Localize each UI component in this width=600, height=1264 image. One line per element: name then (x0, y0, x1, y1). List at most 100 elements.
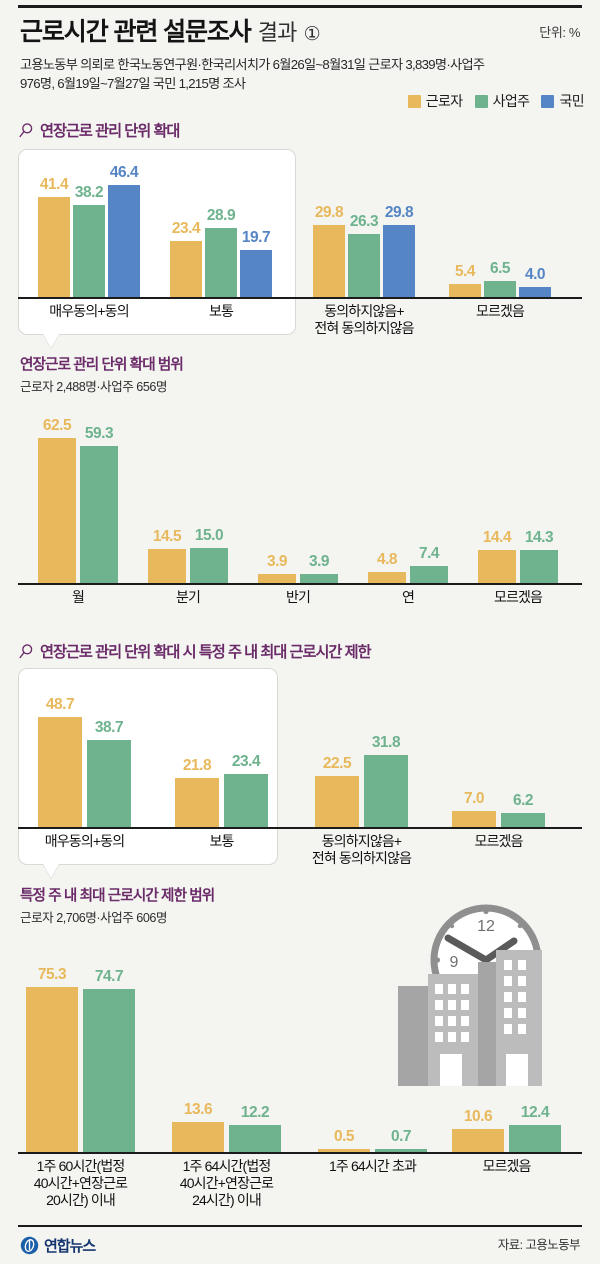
chart-axis (18, 1152, 582, 1154)
value-label: 19.7 (241, 228, 271, 246)
section-heading-2: 연장근로 관리 단위 확대 범위 근로자 2,488명·사업주 656명 (20, 353, 184, 395)
chart-axis (18, 297, 582, 299)
value-label: 10.6 (463, 1107, 493, 1125)
legend-swatch-worker (407, 94, 421, 108)
legend-label-public: 국민 (559, 93, 584, 109)
chart-axis (18, 827, 582, 829)
category-label: 연 (401, 589, 415, 605)
value-label: 12.4 (520, 1103, 550, 1121)
legend-label-worker: 근로자 (425, 93, 463, 109)
value-label: 3.9 (266, 552, 288, 570)
footer-divider (18, 1225, 582, 1227)
value-label: 75.3 (37, 966, 67, 984)
unit-label: 단위: % (539, 25, 580, 40)
section-heading-3: 연장근로 관리 단위 확대 시 특정 주 내 최대 근로시간 제한 (18, 640, 372, 662)
section-title-1: 연장근로 관리 단위 확대 (40, 123, 180, 140)
page-title: 근로시간 관련 설문조사 결과 ① (20, 12, 580, 48)
value-label: 23.4 (231, 753, 261, 771)
bar-근로자-0 (38, 197, 70, 297)
section-title-2: 연장근로 관리 단위 확대 범위 (20, 357, 184, 373)
title-index-circle: ① (303, 24, 321, 45)
bar-사업주-2 (348, 233, 380, 297)
bar-사업주-1 (190, 548, 228, 583)
bar-근로자-3 (368, 571, 406, 583)
chart-4: 75.3 74.7 1주 60시간(법정 40시간+연장근로 20시간) 이내 13.6 1… (0, 930, 600, 1215)
bar-국민-1 (240, 249, 272, 297)
bar-사업주-1 (229, 1125, 281, 1152)
category-label: 1주 64시간 초과 (328, 1158, 417, 1174)
value-label: 0.5 (333, 1128, 355, 1145)
category-label: 1주 60시간(법정 40시간+연장근로 20시간) 이내 (33, 1158, 128, 1208)
value-label: 6.5 (489, 260, 511, 278)
bar-국민-2 (383, 225, 415, 297)
legend-item-employer: 사업주 (474, 91, 530, 111)
value-label: 23.4 (171, 219, 201, 237)
bar-사업주-1 (224, 774, 268, 827)
category-label: 1주 64시간(법정 40시간+연장근로 24시간) 이내 (179, 1158, 274, 1208)
bar-사업주-0 (80, 445, 118, 583)
category-label: 모르겠음 (493, 589, 543, 605)
callout-tail-3 (43, 864, 59, 878)
section-heading-1: 연장근로 관리 단위 확대 (18, 119, 180, 141)
section-heading-4: 특정 주 내 최대 근로시간 제한 범위 근로자 2,706명·사업주 606명 (20, 884, 215, 926)
value-label: 6.2 (512, 791, 534, 809)
value-label: 14.3 (524, 528, 554, 546)
bar-근로자-2 (315, 776, 359, 827)
chart-1: 41.4 38.2 46.4 매우동의+동의 23.4 28.9 19.7 보통 29.8 26.… (0, 149, 600, 349)
bar-근로자-1 (170, 240, 202, 297)
legend-swatch-public (541, 94, 555, 108)
bar-사업주-0 (83, 988, 135, 1152)
value-label: 4.0 (524, 266, 546, 284)
value-label: 48.7 (45, 695, 75, 713)
brand-logo: 연합뉴스 (20, 1235, 96, 1256)
value-label: 38.2 (74, 184, 104, 202)
value-label: 46.4 (109, 164, 139, 182)
bar-근로자-3 (452, 811, 496, 827)
top-divider (18, 5, 582, 8)
bar-근로자-2 (318, 1149, 370, 1152)
legend-label-employer: 사업주 (492, 93, 530, 109)
survey-description: 고용노동부 의뢰로 한국노동연구원·한국리서치가 6월26일~8월31일 근로자… (20, 57, 485, 91)
bar-사업주-3 (484, 281, 516, 297)
title-main: 근로시간 관련 설문조사 (20, 18, 252, 46)
bar-근로자-3 (449, 284, 481, 297)
header: 근로시간 관련 설문조사 결과 ① 단위: % 고용노동부 의뢰로 한국노동연구… (20, 12, 580, 93)
value-label: 29.8 (314, 204, 344, 222)
value-label: 21.8 (182, 756, 212, 774)
category-label: 월 (71, 589, 85, 605)
bar-근로자-3 (452, 1128, 504, 1152)
value-label: 26.3 (349, 212, 379, 230)
legend: 근로자 사업주 국민 (407, 91, 585, 111)
bar-사업주-0 (87, 739, 131, 827)
value-label: 0.7 (390, 1128, 412, 1145)
bar-사업주-1 (205, 227, 237, 297)
bar-근로자-1 (148, 549, 186, 583)
bar-근로자-0 (38, 438, 76, 583)
category-label: 모르겠음 (475, 303, 525, 319)
value-label: 4.8 (376, 550, 398, 568)
bar-근로자-2 (313, 225, 345, 297)
chart-3: 48.7 38.7 매우동의+동의 21.8 23.4 보통 22.5 31.8 동의하지않음+… (0, 668, 600, 868)
category-label: 매우동의+동의 (44, 833, 125, 849)
value-label: 3.9 (308, 552, 330, 570)
bar-근로자-4 (478, 549, 516, 583)
bar-국민-0 (108, 185, 140, 297)
value-label: 38.7 (94, 718, 124, 736)
bar-사업주-0 (73, 205, 105, 297)
bar-사업주-3 (509, 1124, 561, 1152)
value-label: 59.3 (84, 424, 114, 442)
bar-사업주-2 (300, 573, 338, 583)
bar-사업주-4 (520, 549, 558, 583)
legend-item-worker: 근로자 (407, 91, 463, 111)
value-label: 14.5 (152, 528, 182, 546)
clock-number-9: 9 (450, 954, 459, 971)
bar-사업주-3 (410, 565, 448, 583)
value-label: 29.8 (384, 204, 414, 222)
value-label: 13.6 (183, 1101, 213, 1119)
category-label: 모르겠음 (474, 833, 523, 849)
chart-axis (18, 583, 582, 585)
clock-buildings-illustration: 12 3 9 (398, 904, 542, 1086)
bar-사업주-3 (501, 812, 545, 827)
title-sub: 결과 (257, 20, 298, 45)
